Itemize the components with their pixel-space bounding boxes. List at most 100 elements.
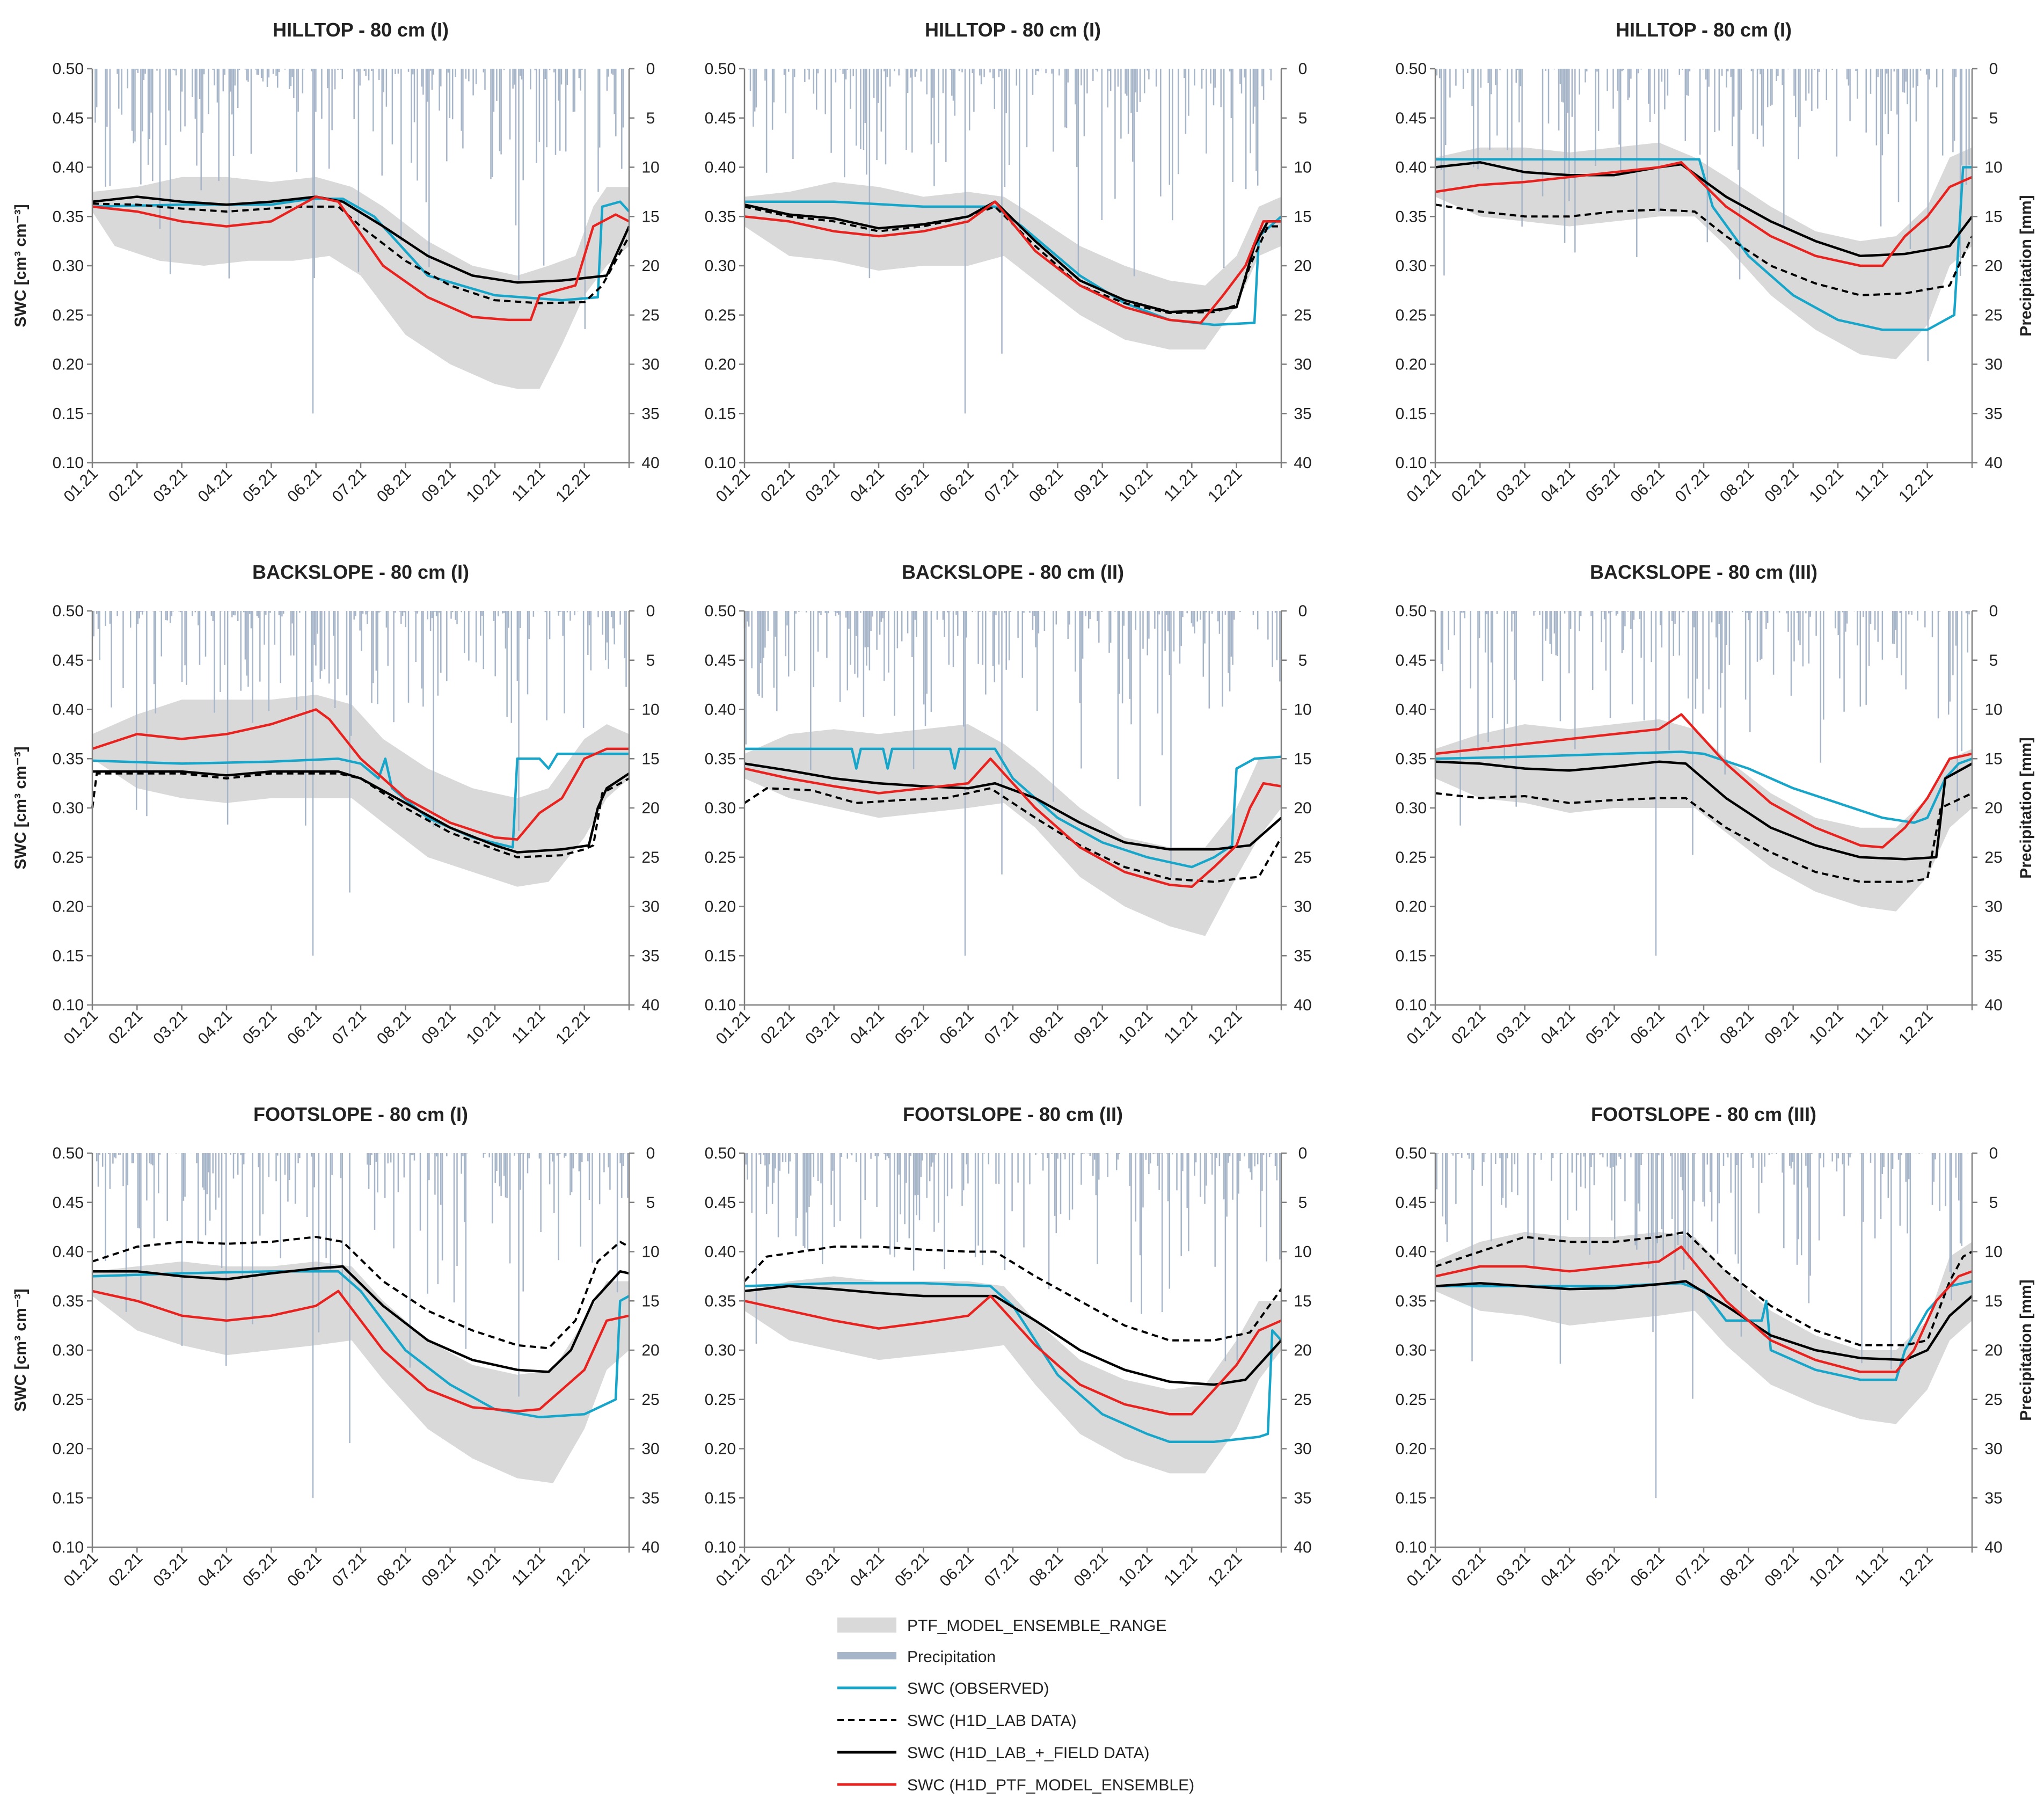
y-axis-title: SWC [cm³ cm⁻³] [12, 204, 30, 327]
x-tick-label: 02.21 [1448, 465, 1489, 506]
series-line-ptf [1435, 161, 1973, 267]
y2-tick-label: 5 [1298, 1194, 1308, 1212]
ensemble-range-band [92, 177, 629, 389]
x-tick-label: 08.21 [1717, 465, 1757, 506]
x-tick-label: 10.21 [463, 1549, 504, 1590]
x-tick-label: 10.21 [1806, 1007, 1847, 1048]
x-tick-label: 02.21 [757, 1549, 798, 1590]
y2-tick-label: 20 [641, 799, 659, 817]
y2-tick-label: 20 [1984, 799, 2002, 817]
y2-tick-label: 0 [1989, 60, 1998, 78]
chart-title: BACKSLOPE - 80 cm (II) [902, 561, 1124, 583]
x-tick-label: 08.21 [1717, 1007, 1757, 1048]
y-tick-label: 0.30 [1396, 1342, 1427, 1359]
x-tick-label: 07.21 [329, 1007, 370, 1048]
x-tick-label: 09.21 [418, 1007, 459, 1048]
y-tick-label: 0.40 [53, 159, 84, 177]
x-tick-label: 06.21 [284, 1007, 325, 1048]
y-tick-label: 0.25 [705, 849, 736, 866]
chart-panel: BACKSLOPE - 80 cm (I) 0.10 0.15 0.20 0.25 0.3… [12, 561, 660, 1048]
series-line-lab [744, 205, 1281, 315]
x-tick-label: 04.21 [847, 465, 888, 506]
y2-tick-label: 15 [1984, 208, 2002, 225]
y2-tick-label: 30 [1294, 1440, 1311, 1458]
y-tick-label: 0.50 [705, 1145, 736, 1162]
y-tick-label: 0.25 [1396, 307, 1427, 324]
x-tick-label: 04.21 [195, 1007, 236, 1048]
y2-tick-label: 35 [1984, 947, 2002, 965]
series-line-lab [92, 202, 630, 304]
x-tick-label: 03.21 [150, 1549, 191, 1590]
x-tick-label: 06.21 [1627, 1007, 1668, 1048]
y-tick-label: 0.10 [1396, 454, 1427, 472]
chart-panels: HILLTOP - 80 cm (I) 0.10 0.15 0.20 0.25 0.30 0… [12, 19, 2035, 1590]
legend-swatch-ensemble [837, 1618, 896, 1633]
y-tick-label: 0.10 [1396, 1539, 1427, 1556]
series-line-ptf [744, 1294, 1282, 1416]
y2-tick-label: 25 [641, 1391, 659, 1409]
y-tick-label: 0.25 [705, 1391, 736, 1409]
y-tick-label: 0.10 [705, 454, 736, 472]
x-tick-label: 03.21 [802, 1549, 843, 1590]
y-tick-label: 0.20 [53, 898, 84, 916]
x-tick-label: 05.21 [1582, 1007, 1623, 1048]
chart-panel: BACKSLOPE - 80 cm (III) 0.10 0.15 0.20 0.25 0… [1396, 561, 2035, 1048]
chart-title: FOOTSLOPE - 80 cm (III) [1591, 1103, 1816, 1125]
ensemble-range-band [92, 695, 629, 887]
y-tick-label: 0.50 [53, 1145, 84, 1162]
y2-tick-label: 10 [641, 1243, 659, 1261]
y2-tick-label: 40 [641, 1539, 659, 1556]
y-tick-label: 0.15 [53, 947, 84, 965]
x-tick-label: 11.21 [1160, 465, 1201, 505]
y2-tick-label: 40 [1984, 1539, 2002, 1556]
y2-tick-label: 40 [641, 996, 659, 1014]
x-tick-label: 10.21 [1806, 1549, 1847, 1590]
y-tick-label: 0.10 [53, 454, 84, 472]
y2-tick-label: 30 [641, 356, 659, 374]
x-tick-label: 05.21 [892, 465, 932, 506]
chart-panel: FOOTSLOPE - 80 cm (I) 0.10 0.15 0.20 0.25 0.3… [12, 1103, 660, 1590]
x-tick-label: 08.21 [374, 1549, 414, 1590]
y2-tick-label: 0 [1989, 1145, 1998, 1162]
y2-tick-label: 5 [1298, 652, 1308, 669]
y-tick-label: 0.30 [705, 1342, 736, 1359]
series-line-labfield [744, 762, 1282, 851]
y-tick-label: 0.40 [705, 159, 736, 177]
precipitation-bars [1436, 69, 1970, 361]
y2-tick-label: 5 [1989, 652, 1998, 669]
x-tick-label: 09.21 [418, 465, 459, 506]
y2-tick-label: 25 [1984, 1391, 2002, 1409]
x-tick-label: 02.21 [105, 1549, 146, 1590]
y-tick-label: 0.50 [1396, 1145, 1427, 1162]
y-tick-label: 0.30 [1396, 799, 1427, 817]
x-tick-label: 02.21 [757, 1007, 798, 1048]
y2-tick-label: 15 [1984, 1292, 2002, 1310]
y2-tick-label: 35 [1984, 1489, 2002, 1507]
y-tick-label: 0.20 [53, 356, 84, 374]
y-tick-label: 0.15 [1396, 405, 1427, 422]
x-tick-label: 11.21 [508, 1007, 549, 1047]
x-tick-label: 07.21 [329, 1549, 370, 1590]
y-tick-label: 0.25 [705, 307, 736, 324]
chart-panel: FOOTSLOPE - 80 cm (II) 0.10 0.15 0.20 0.25 0.… [705, 1103, 1312, 1590]
ensemble-range-band [1435, 719, 1972, 912]
precipitation-bars [91, 1153, 629, 1498]
y-tick-label: 0.30 [53, 799, 84, 817]
x-tick-label: 07.21 [981, 465, 1022, 506]
x-tick-label: 04.21 [847, 1549, 888, 1590]
y2-tick-label: 40 [1984, 996, 2002, 1014]
y2-tick-label: 5 [1989, 110, 1998, 127]
x-tick-label: 05.21 [1582, 1549, 1623, 1590]
x-tick-label: 03.21 [1493, 1549, 1534, 1590]
y2-tick-label: 20 [641, 257, 659, 275]
series-line-labfield [92, 1265, 630, 1373]
y-tick-label: 0.20 [705, 898, 736, 916]
x-tick-label: 03.21 [802, 465, 843, 506]
y-tick-label: 0.45 [53, 110, 84, 127]
y2-tick-label: 0 [646, 1145, 655, 1162]
series-line-ptf [92, 708, 629, 841]
x-tick-label: 05.21 [1582, 465, 1623, 506]
x-tick-label: 06.21 [284, 1549, 325, 1590]
y2-tick-label: 15 [1294, 208, 1311, 225]
